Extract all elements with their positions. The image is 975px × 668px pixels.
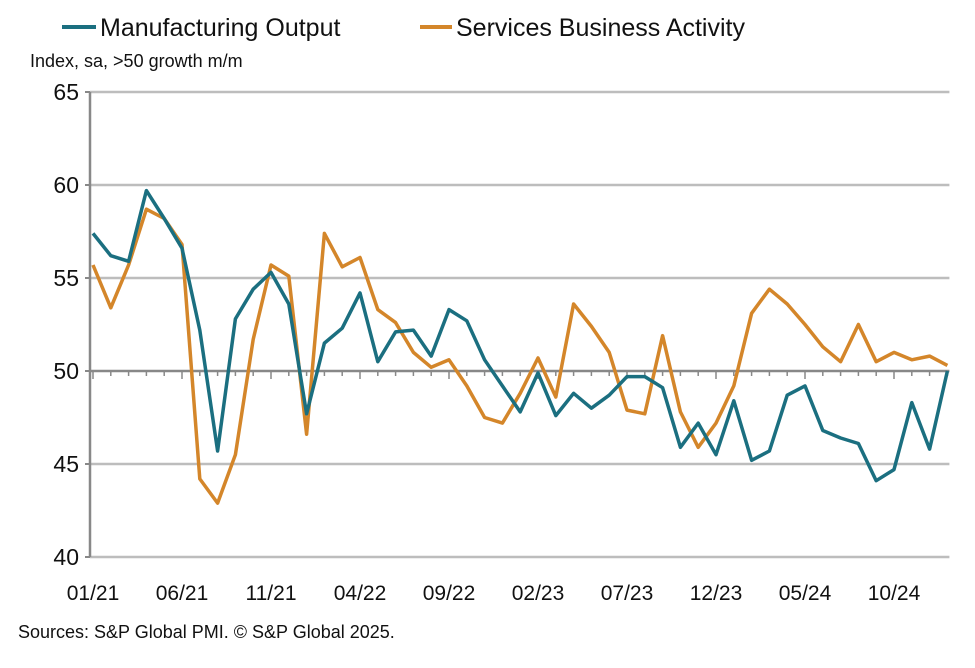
x-tick-label: 12/23 <box>690 582 743 605</box>
legend: Manufacturing Output Services Business A… <box>62 14 745 42</box>
x-tick-label: 09/22 <box>423 582 476 605</box>
x-tick-label: 01/21 <box>67 582 120 605</box>
x-tick-label: 10/24 <box>868 582 921 605</box>
x-tick-label: 11/21 <box>246 582 297 605</box>
series-line-manufacturing-output <box>93 191 947 481</box>
x-tick-label: 02/23 <box>512 582 565 605</box>
x-tick-label: 04/22 <box>334 582 387 605</box>
y-tick-label: 60 <box>53 172 79 198</box>
x-tick-label: 06/21 <box>156 582 209 605</box>
x-tick-label: 07/23 <box>601 582 654 605</box>
series-line-services-business-activity <box>93 209 947 503</box>
legend-label-manufacturing: Manufacturing Output <box>100 14 340 42</box>
legend-label-services: Services Business Activity <box>456 14 745 42</box>
y-tick-label: 40 <box>53 544 79 570</box>
y-tick-label: 65 <box>53 79 79 105</box>
chart-subtitle: Index, sa, >50 growth m/m <box>30 51 243 71</box>
source-note: Sources: S&P Global PMI. © S&P Global 20… <box>18 622 395 642</box>
x-tick-label: 05/24 <box>779 582 832 605</box>
y-tick-label: 50 <box>53 358 79 384</box>
y-tick-label: 45 <box>53 451 79 477</box>
y-tick-label: 55 <box>53 265 79 291</box>
